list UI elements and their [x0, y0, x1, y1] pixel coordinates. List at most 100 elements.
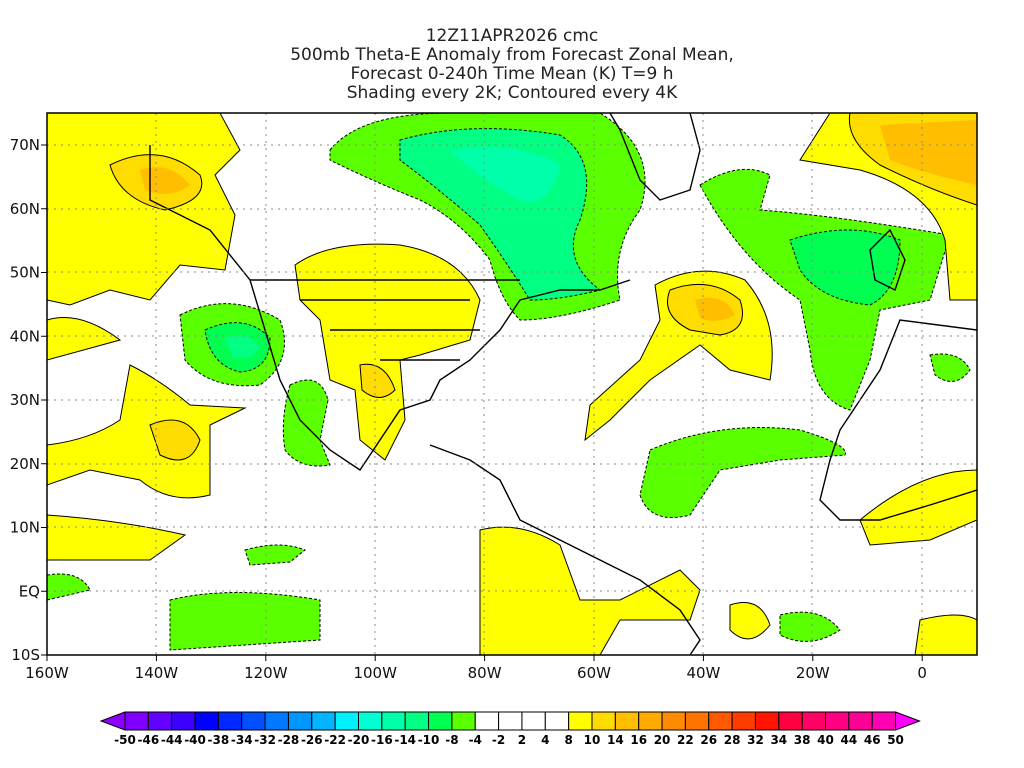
- colorbar-label: 26: [700, 733, 717, 747]
- anomaly-region: [47, 317, 122, 361]
- lon-tick-label: 0: [917, 664, 927, 682]
- colorbar-swatch: [498, 711, 523, 731]
- colorbar-label: 14: [607, 733, 624, 747]
- colorbar-high-arrow: [895, 711, 921, 731]
- colorbar-label: 2: [518, 733, 526, 747]
- anomaly-region: [859, 469, 977, 546]
- lon-axis: 160W 140W 120W 100W 80W 60W 40W 20W 0: [25, 655, 927, 682]
- lat-tick-label: 50N: [10, 264, 40, 282]
- colorbar-swatch: [708, 711, 733, 731]
- lat-tick-label: 60N: [10, 200, 40, 218]
- lat-tick-label: 20N: [10, 455, 40, 473]
- colorbar-swatch: [661, 711, 686, 731]
- colorbar-swatch: [591, 711, 616, 731]
- lat-tick-label: 10N: [10, 519, 40, 537]
- lon-tick-label: 40W: [686, 664, 720, 682]
- title-line-2: 500mb Theta-E Anomaly from Forecast Zona…: [290, 45, 734, 65]
- anomaly-region: [47, 364, 247, 499]
- colorbar-swatch: [428, 711, 453, 731]
- colorbar-swatch: [801, 711, 827, 731]
- colorbar-swatch: [241, 711, 266, 731]
- anomaly-region: [639, 427, 846, 518]
- anomaly-region: [450, 147, 560, 202]
- anomaly-region: [47, 573, 91, 601]
- anomaly-region: [47, 113, 241, 306]
- colorbar-swatch: [474, 711, 500, 731]
- colorbar-swatch: [217, 711, 243, 731]
- colorbar-swatch: [147, 711, 173, 731]
- colorbar-swatch: [825, 711, 850, 731]
- lon-tick-label: 100W: [353, 664, 397, 682]
- lat-tick-label: 10S: [11, 646, 40, 664]
- colorbar-label: -34: [231, 733, 253, 747]
- colorbar-label: -22: [324, 733, 346, 747]
- anomaly-region: [225, 335, 260, 358]
- colorbar-label: 22: [677, 733, 694, 747]
- title-line-3: Forecast 0-240h Time Mean (K) T=9 h: [350, 64, 674, 84]
- colorbar-label: -4: [469, 733, 482, 747]
- lat-tick-label: 30N: [10, 391, 40, 409]
- colorbar-swatch: [778, 711, 803, 731]
- colorbar-label: 20: [654, 733, 671, 747]
- gridlines: [47, 113, 977, 655]
- anomaly-region: [695, 297, 735, 321]
- colorbar-swatch: [194, 711, 219, 731]
- colorbar-label: 34: [770, 733, 787, 747]
- colorbar-label: -46: [138, 733, 160, 747]
- title-line-4: Shading every 2K; Contoured every 4K: [346, 83, 678, 103]
- plot-frame: [46, 112, 978, 656]
- colorbar-label: -20: [348, 733, 370, 747]
- colorbar-swatch: [871, 711, 897, 731]
- colorbar-label: 8: [564, 733, 572, 747]
- colorbar-label: -32: [254, 733, 276, 747]
- colorbar-swatch: [638, 711, 663, 731]
- colorbar-label: 10: [584, 733, 601, 747]
- colorbar-label: -10: [418, 733, 440, 747]
- anomaly-region: [479, 526, 701, 655]
- colorbar-swatch: [264, 711, 289, 731]
- colorbar-label: -38: [208, 733, 230, 747]
- anomaly-region: [47, 514, 187, 561]
- anomaly-region: [244, 544, 306, 566]
- anomaly-region: [880, 120, 977, 185]
- lon-tick-label: 80W: [468, 664, 502, 682]
- colorbar-label: 50: [887, 733, 904, 747]
- lon-tick-label: 120W: [244, 664, 288, 682]
- colorbar-swatch: [754, 711, 780, 731]
- colorbar-swatch: [124, 711, 149, 731]
- colorbar-label: 40: [817, 733, 834, 747]
- lat-tick-label: EQ: [19, 582, 40, 600]
- colorbar-swatch: [381, 711, 406, 731]
- anomaly-region: [929, 353, 971, 382]
- coastlines: [149, 113, 977, 655]
- colorbar-label: -26: [301, 733, 323, 747]
- anomaly-region: [140, 167, 190, 194]
- colorbar-swatch: [171, 711, 196, 731]
- colorbar: -50 -46 -44 -40 -38 -34 -32 -28 -26 -22 -20 -16 -14-…: [99, 711, 921, 747]
- colorbar-swatch: [568, 711, 593, 731]
- colorbar-low-arrow: [99, 711, 126, 731]
- colorbar-swatch: [451, 711, 476, 731]
- anomaly-region: [169, 592, 321, 651]
- anomaly-region: [914, 614, 977, 655]
- anomaly-region: [149, 419, 201, 461]
- colorbar-label: -8: [445, 733, 458, 747]
- colorbar-label: 4: [541, 733, 549, 747]
- colorbar-label: 46: [864, 733, 881, 747]
- colorbar-label: -50: [114, 733, 136, 747]
- colorbar-swatch: [684, 711, 710, 731]
- anomaly-region: [789, 229, 901, 306]
- colorbar-swatch: [287, 711, 313, 731]
- colorbar-label: -44: [161, 733, 183, 747]
- colorbar-label: 32: [747, 733, 764, 747]
- anomaly-region: [294, 243, 481, 461]
- lon-tick-label: 140W: [135, 664, 179, 682]
- colorbar-swatch: [404, 711, 430, 731]
- colorbar-label: 38: [794, 733, 811, 747]
- lon-tick-label: 60W: [577, 664, 611, 682]
- colorbar-swatch: [614, 711, 640, 731]
- colorbar-swatch: [731, 711, 756, 731]
- lon-tick-label: 160W: [25, 664, 69, 682]
- lat-tick-label: 70N: [10, 136, 40, 154]
